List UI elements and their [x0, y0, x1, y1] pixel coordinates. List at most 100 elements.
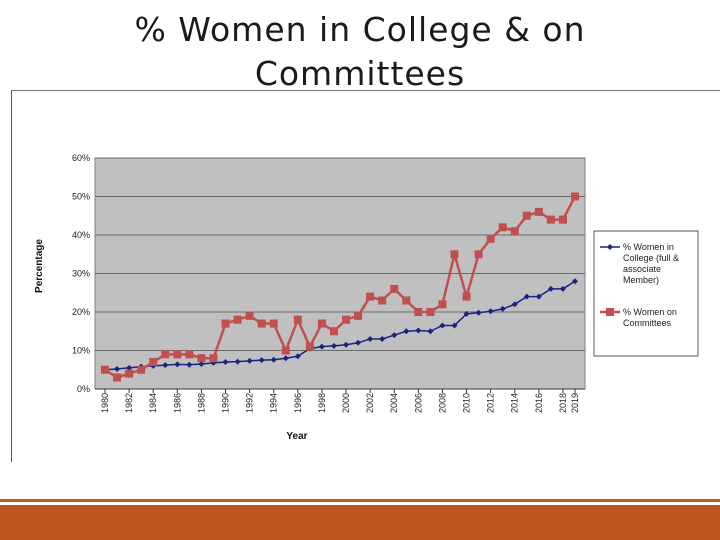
- y-tick-label: 40%: [72, 230, 90, 240]
- committees-point: [462, 292, 471, 301]
- college-point: [318, 343, 325, 350]
- slide-title: % Women in College & on Committees: [0, 8, 720, 96]
- college-point: [415, 327, 422, 334]
- y-tick-label: 10%: [72, 346, 90, 356]
- committees-point: [149, 358, 158, 367]
- x-tick-label: 1988: [196, 393, 206, 413]
- college-point: [343, 341, 350, 348]
- x-tick-label: 1990: [221, 393, 231, 413]
- committees-point: [342, 315, 351, 324]
- chart-frame-left-edge: [11, 90, 12, 462]
- committees-point: [221, 319, 230, 328]
- committees-point: [450, 250, 459, 259]
- college-point: [572, 278, 578, 285]
- committees-point: [378, 296, 387, 305]
- footer-bar: [0, 505, 720, 540]
- college-point: [258, 357, 265, 364]
- committees-point: [366, 292, 375, 301]
- college-point: [186, 361, 193, 368]
- y-tick-label: 30%: [72, 269, 90, 279]
- college-point: [463, 310, 470, 317]
- committees-point: [486, 234, 495, 243]
- college-point: [451, 322, 458, 329]
- committees-point: [257, 319, 266, 328]
- y-tick-label: 0%: [77, 384, 90, 394]
- college-point: [391, 332, 398, 339]
- x-tick-label: 2018: [558, 393, 568, 413]
- college-point: [499, 305, 506, 312]
- college-point: [379, 335, 386, 342]
- committees-point: [329, 327, 338, 336]
- y-tick-label: 20%: [72, 307, 90, 317]
- series-line-2: [104, 195, 577, 379]
- x-tick-label: 1986: [172, 393, 182, 413]
- college-point: [282, 355, 289, 362]
- college-point: [427, 328, 434, 335]
- college-point: [126, 364, 133, 371]
- committees-point: [571, 192, 579, 201]
- x-tick-label: 2008: [437, 393, 447, 413]
- committees-point: [317, 319, 326, 328]
- y-axis-title: Percentage: [34, 239, 45, 293]
- committees-point: [245, 311, 254, 320]
- college-point: [547, 285, 554, 292]
- committees-point: [402, 296, 411, 305]
- x-tick-label: 2006: [413, 393, 423, 413]
- committees-point: [233, 315, 242, 324]
- committees-point: [354, 311, 363, 320]
- x-tick-label: 1994: [269, 393, 279, 413]
- committees-point: [293, 315, 302, 324]
- committees-point: [390, 284, 399, 293]
- committees-point: [125, 369, 134, 378]
- college-point: [511, 301, 518, 308]
- legend-label-committees: Committees: [623, 318, 672, 328]
- committees-point: [510, 227, 519, 236]
- college-point: [475, 309, 482, 316]
- series-line-1: [104, 280, 576, 371]
- college-point: [234, 358, 241, 365]
- committees-point: [305, 342, 314, 351]
- x-tick-label: 1982: [124, 393, 134, 413]
- x-tick-label: 2014: [510, 393, 520, 413]
- committees-point: [161, 350, 170, 359]
- legend-label-college: Member): [623, 275, 659, 285]
- x-tick-label: 2010: [462, 393, 472, 413]
- x-tick-label: 1980: [100, 393, 110, 413]
- legend-label-college: % Women in: [623, 242, 674, 252]
- legend-box: [593, 230, 699, 357]
- x-axis-title: Year: [286, 431, 307, 442]
- x-tick-label: 2002: [365, 393, 375, 413]
- committees-point: [426, 308, 435, 316]
- committees-point: [498, 223, 507, 232]
- committees-point: [209, 354, 218, 363]
- committees-point: [558, 215, 567, 224]
- college-point: [559, 285, 566, 292]
- legend-label-college: associate: [623, 264, 661, 274]
- college-point: [174, 361, 181, 368]
- college-point: [355, 339, 362, 346]
- college-point: [162, 362, 169, 369]
- college-point: [294, 353, 301, 360]
- committees-point: [137, 365, 146, 374]
- x-tick-label: 2016: [534, 393, 544, 413]
- college-point: [330, 342, 337, 349]
- slide-title-line-2: Committees: [254, 54, 466, 93]
- y-tick-label: 50%: [72, 192, 90, 202]
- college-point: [367, 335, 374, 342]
- legend-marker-college: [607, 244, 613, 250]
- x-tick-label: 2004: [389, 393, 399, 413]
- college-point: [439, 322, 446, 329]
- committees-point: [269, 319, 278, 328]
- x-tick-label: 1996: [293, 393, 303, 413]
- college-point: [198, 360, 205, 367]
- college-point: [403, 328, 410, 335]
- college-point: [523, 293, 530, 300]
- committees-point: [185, 350, 194, 359]
- committees-point: [101, 365, 109, 374]
- college-point: [270, 356, 277, 363]
- footer-accent-line: [0, 499, 720, 502]
- committees-point: [438, 300, 447, 309]
- committees-point: [414, 308, 423, 316]
- committees-point: [197, 354, 206, 363]
